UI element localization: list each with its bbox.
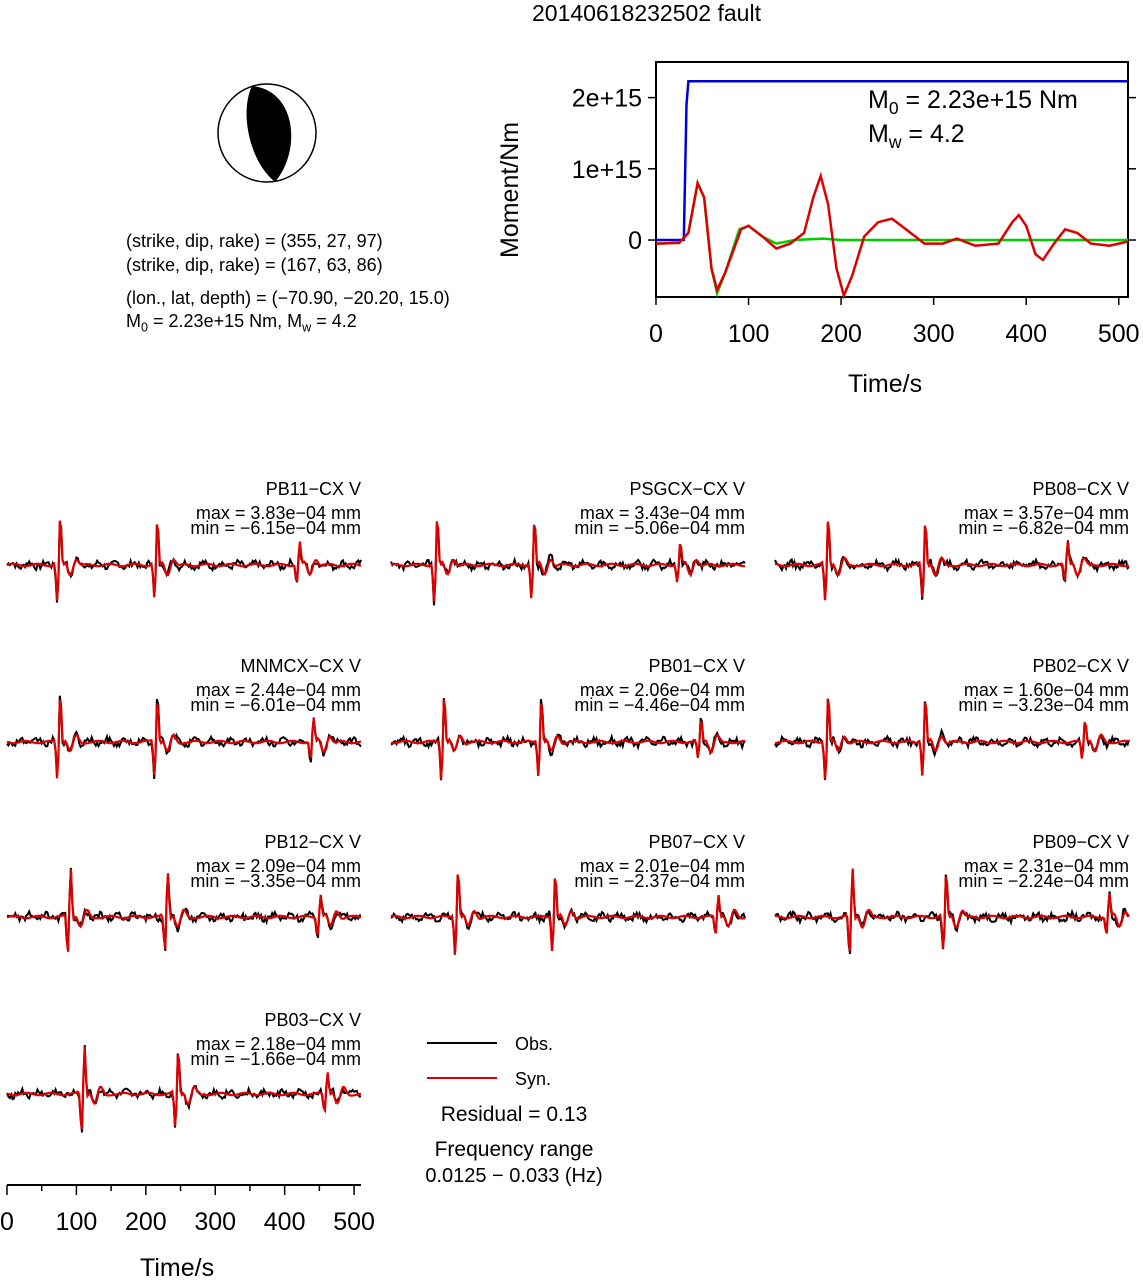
- station-max: max = 2.09e−04 mm: [195, 856, 361, 876]
- station-max: max = 2.31e−04 mm: [963, 856, 1129, 876]
- figure-title: 20140618232502 fault: [532, 0, 761, 26]
- station-name: PB09−CX V: [1032, 832, 1129, 852]
- moment-ytick-label: 1e+15: [572, 156, 642, 184]
- syn-trace-4: [390, 699, 746, 780]
- station-min: min = −3.35e−04 mm: [190, 871, 361, 891]
- moment-ytick-label: 2e+15: [572, 85, 642, 113]
- station-max: max = 3.43e−04 mm: [579, 503, 745, 523]
- hypocenter-location: (lon., lat, depth) = (−70.90, −20.20, 15…: [126, 288, 450, 308]
- station-min: min = −1.66e−04 mm: [190, 1049, 361, 1069]
- station-max: max = 2.44e−04 mm: [195, 680, 361, 700]
- waveform-xtick-label: 0: [0, 1208, 14, 1236]
- station-max: max = 1.60e−04 mm: [963, 680, 1129, 700]
- syn-trace-3: [6, 699, 362, 779]
- moment-ytick-label: 0: [628, 227, 642, 255]
- moment-mw-label: Mw = 4.2: [868, 120, 965, 153]
- waveform-xtick-label: 400: [264, 1208, 306, 1236]
- station-max: max = 3.57e−04 mm: [963, 503, 1129, 523]
- station-name: PB03−CX V: [264, 1010, 361, 1030]
- legend-syn-label: Syn.: [515, 1069, 552, 1089]
- waveform-time-axis: 0 100 200 300 400 500: [0, 1184, 375, 1236]
- syn-trace-2: [774, 521, 1130, 601]
- frequency-range: 0.0125 − 0.033 (Hz): [425, 1165, 603, 1187]
- station-name: PB07−CX V: [648, 832, 745, 852]
- station-min: min = −2.37e−04 mm: [574, 871, 745, 891]
- station-min: min = −6.15e−04 mm: [190, 518, 361, 538]
- station-min: min = −6.82e−04 mm: [958, 518, 1129, 538]
- station-max: max = 2.06e−04 mm: [579, 680, 745, 700]
- station-min: min = −5.06e−04 mm: [574, 518, 745, 538]
- station-name: PB08−CX V: [1032, 479, 1129, 499]
- residual-label: Residual = 0.13: [440, 1103, 588, 1126]
- station-max: max = 3.83e−04 mm: [195, 503, 361, 523]
- station-name: PB01−CX V: [648, 656, 745, 676]
- syn-trace-9: [6, 1046, 362, 1130]
- waveform-xtick-label: 100: [56, 1208, 98, 1236]
- moment-series-0: [656, 79, 1128, 242]
- station-max: max = 2.01e−04 mm: [579, 856, 745, 876]
- waveform-panels: [6, 520, 1130, 1133]
- station-name: PB12−CX V: [264, 832, 361, 852]
- waveform-xtick-label: 200: [125, 1208, 167, 1236]
- station-min: min = −6.01e−04 mm: [190, 695, 361, 715]
- moment-xtick-label: 0: [649, 320, 663, 348]
- syn-trace-7: [390, 874, 746, 955]
- nodal-plane-1: (strike, dip, rake) = (355, 27, 97): [126, 231, 383, 251]
- moment-xlabel: Time/s: [848, 370, 923, 398]
- syn-trace-8: [774, 868, 1130, 952]
- station-min: min = −3.23e−04 mm: [958, 695, 1129, 715]
- legend-obs-label: Obs.: [515, 1034, 554, 1054]
- moment-plot-frame: [655, 61, 1129, 298]
- beachball-icon: [217, 83, 317, 183]
- waveform-xtick-label: 500: [333, 1208, 375, 1236]
- frequency-title: Frequency range: [434, 1138, 594, 1161]
- moment-series-2: [655, 171, 1129, 300]
- moment-ylabel: Moment/Nm: [496, 121, 524, 258]
- waveform-xlabel: Time/s: [140, 1254, 215, 1282]
- station-name: PB02−CX V: [1032, 656, 1129, 676]
- moment-m0-label: M0 = 2.23e+15 Nm: [868, 86, 1078, 119]
- station-min: min = −2.24e−04 mm: [958, 871, 1129, 891]
- station-name: MNMCX−CX V: [240, 656, 361, 676]
- moment-xtick-label: 200: [820, 320, 862, 348]
- moment-xtick-label: 500: [1098, 320, 1140, 348]
- syn-trace-6: [6, 869, 362, 952]
- syn-trace-5: [774, 698, 1130, 779]
- syn-trace-0: [6, 520, 362, 601]
- moment-xtick-label: 300: [913, 320, 955, 348]
- station-name: PSGCX−CX V: [629, 479, 745, 499]
- moment-xtick-label: 100: [728, 320, 770, 348]
- station-min: min = −4.46e−04 mm: [574, 695, 745, 715]
- syn-trace-1: [390, 521, 745, 602]
- magnitude-summary: M0 = 2.23e+15 Nm, Mw = 4.2: [126, 311, 357, 335]
- moment-xtick-label: 400: [1005, 320, 1047, 348]
- moment-rate-panel: 0 100 200 300 400 500 0 1e+15 2e+15: [572, 61, 1140, 348]
- waveform-xtick-label: 300: [194, 1208, 236, 1236]
- nodal-plane-2: (strike, dip, rake) = (167, 63, 86): [126, 255, 383, 275]
- station-max: max = 2.18e−04 mm: [195, 1034, 361, 1054]
- station-name: PB11−CX V: [265, 479, 361, 499]
